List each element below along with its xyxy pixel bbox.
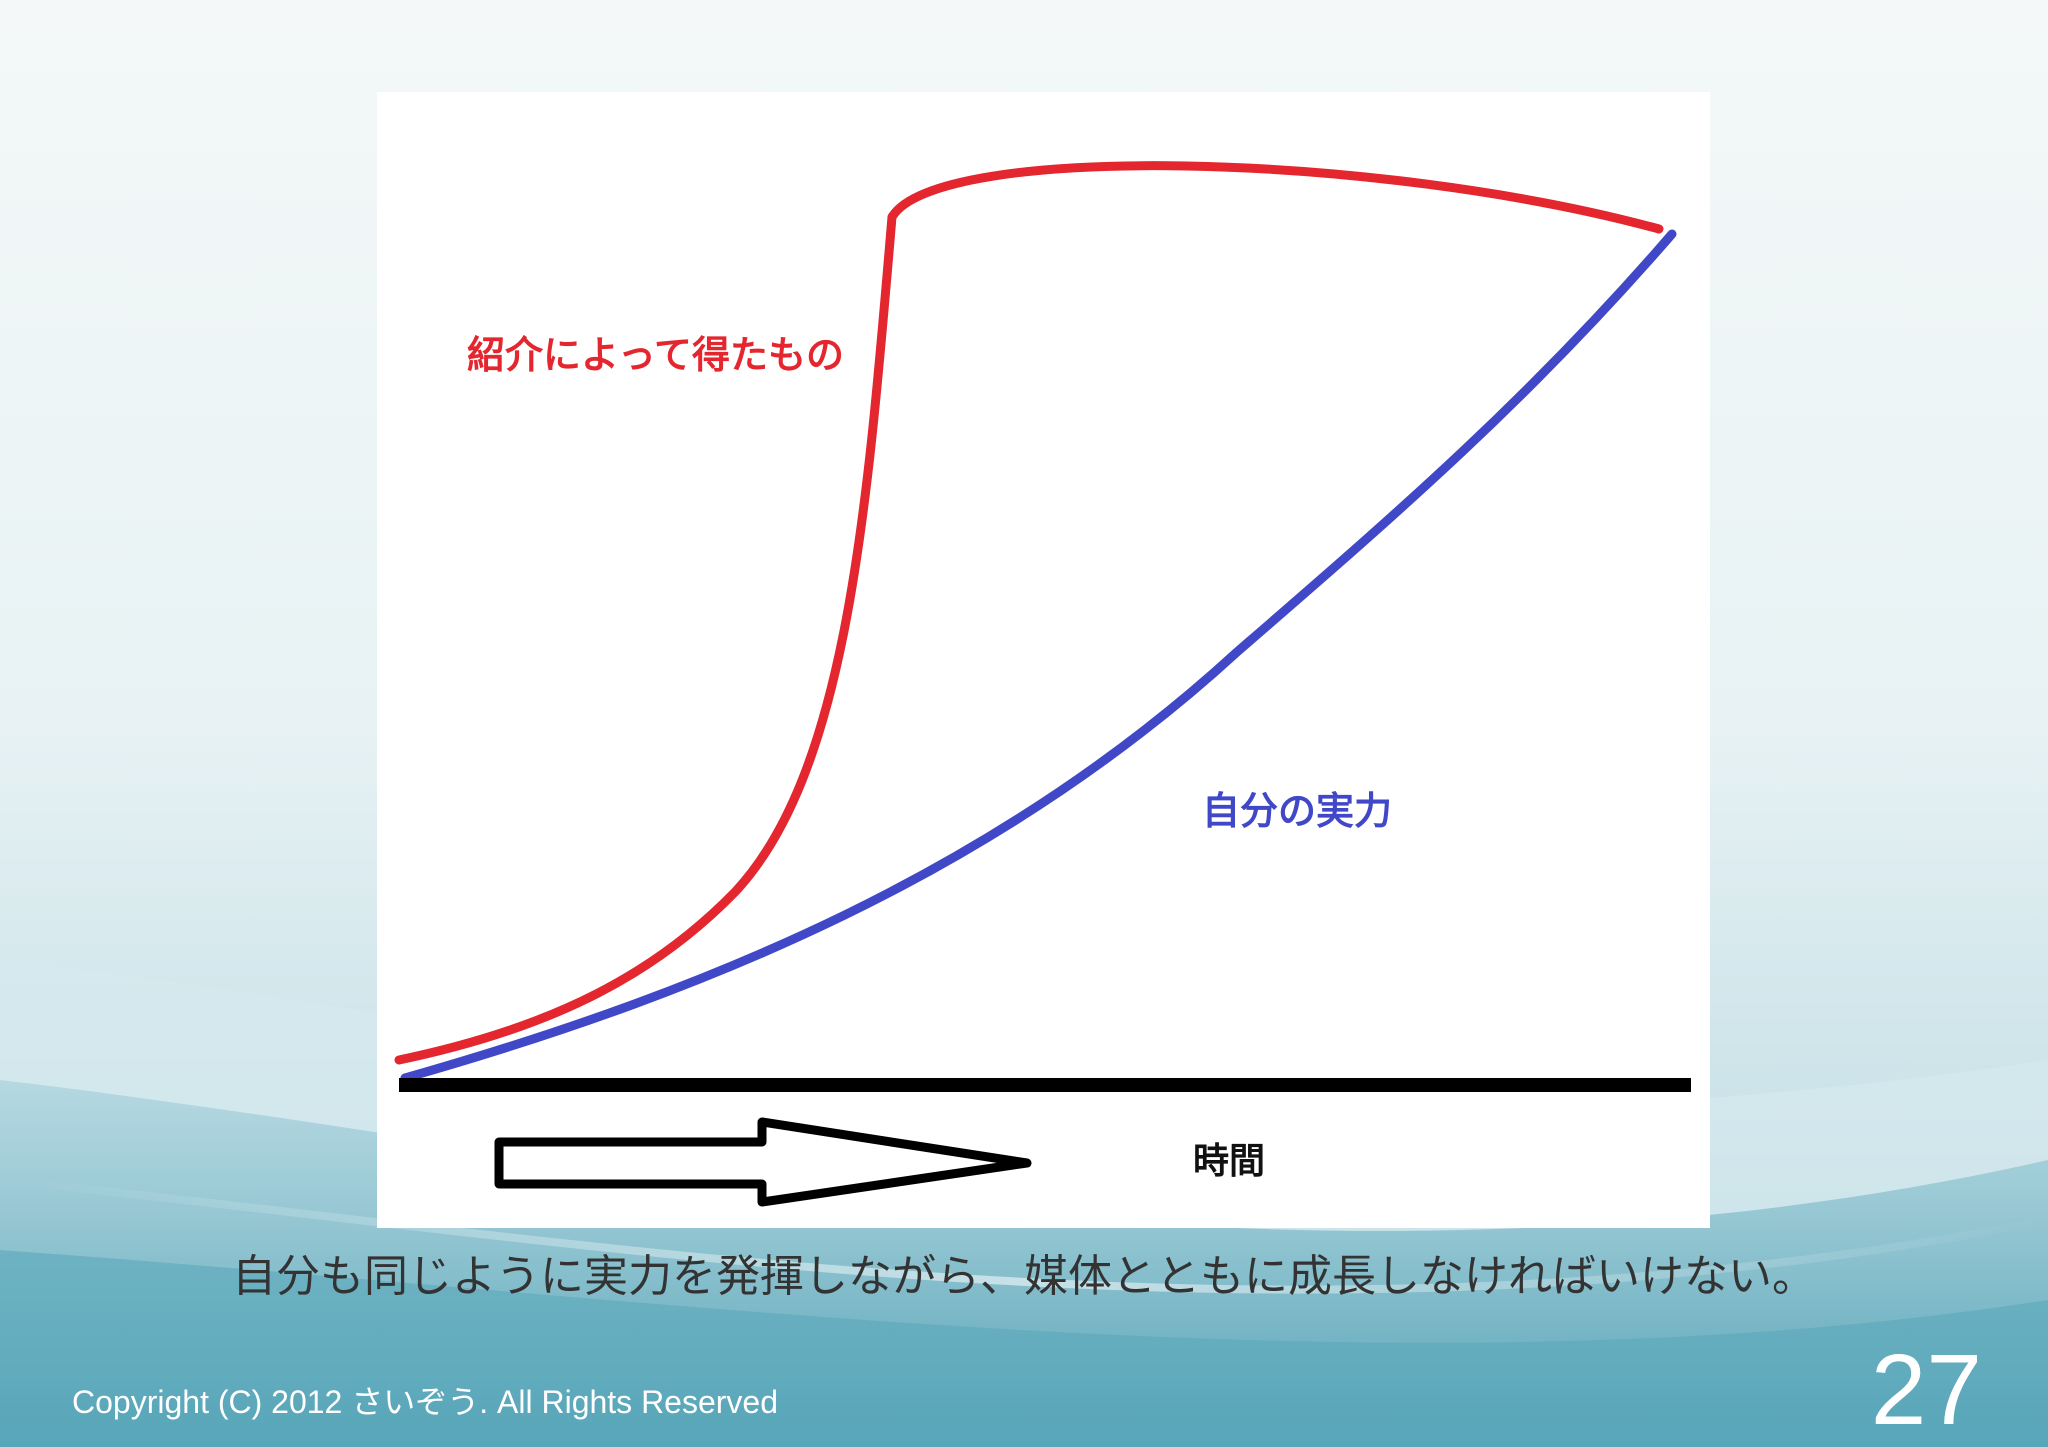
page-number: 27 [1870,1334,1982,1446]
referral-growth-curve [394,161,1664,1065]
own-ability-curve [400,229,1677,1083]
copyright-notice: Copyright (C) 2012 さいぞう. All Rights Rese… [72,1384,779,1420]
growth-diagram [394,161,1691,1207]
right-arrow-icon [494,1117,1032,1207]
own-ability-label: 自分の実力 [1202,789,1393,833]
time-axis-line [399,1078,1691,1092]
slide-caption: 自分も同じように実力を発揮しながら、媒体とともに成長しなければいけない。 [232,1251,1816,1302]
time-axis-label: 時間 [1193,1141,1266,1182]
diagram-panel: 紹介によって得たもの 自分の実力 時間 [377,92,1710,1228]
referral-curve-label: 紹介によって得たもの [467,333,844,377]
